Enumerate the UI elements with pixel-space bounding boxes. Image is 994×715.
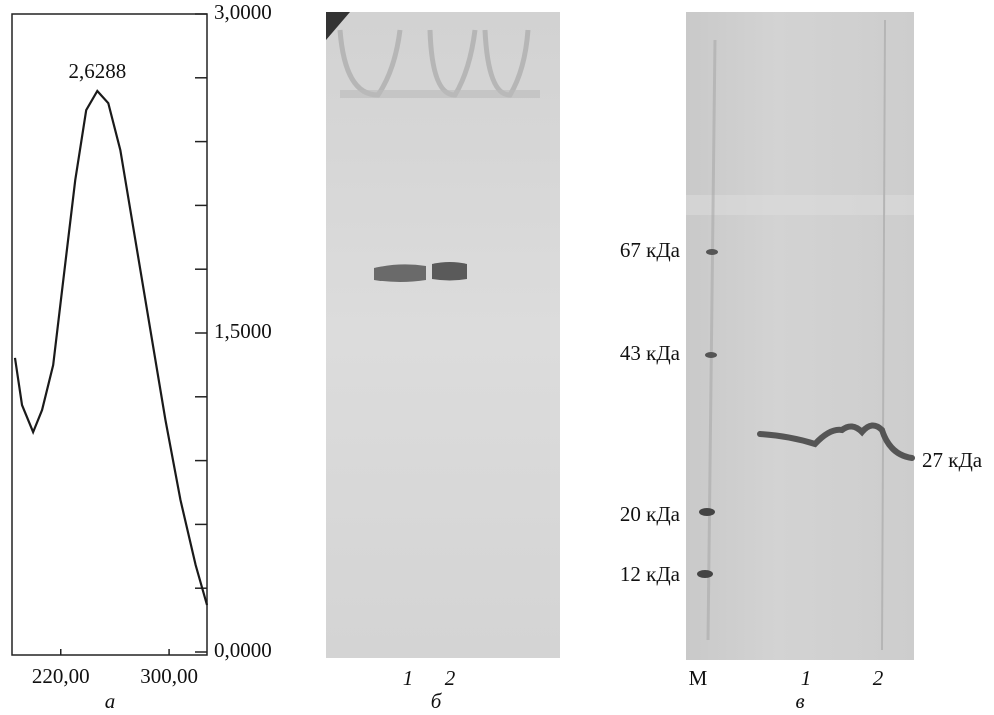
gel [326,12,560,658]
lane-label: 1 [403,666,414,690]
x-tick-label: 220,00 [32,664,90,688]
spectrum: 0,0000 1,5000 3,0000 220,00 300,00 2,6288 [13,0,272,688]
band-label: 27 кДа [922,448,983,472]
caption: б [431,689,443,713]
marker-label: 20 кДа [620,502,681,526]
marker-band [697,570,713,578]
plot-frame [11,13,208,656]
lane-label: M [689,666,708,690]
y-tick-label: 1,5000 [214,319,272,343]
marker-band [699,508,715,516]
y-tick-label: 0,0000 [214,638,272,662]
spectrum-line [13,89,209,606]
well-line [340,90,540,98]
band [374,264,426,282]
lane-label: 1 [801,666,812,690]
gel-stripe [686,195,914,215]
x-tick-label: 300,00 [140,664,198,688]
peak-label: 2,6288 [68,59,126,83]
marker-band [706,249,718,255]
y-tick-label: 3,0000 [214,0,272,24]
lane-label: 2 [873,666,884,690]
marker-label: 12 кДа [620,562,681,586]
lane-edge [706,39,717,641]
band [432,262,467,281]
marker-label: 43 кДа [620,341,681,365]
corner [326,12,350,40]
lane-label: 2 [445,666,456,690]
marker-label: 67 кДа [620,238,681,262]
marker-band [705,352,717,358]
gel [686,12,914,660]
band [757,422,915,461]
gel-c [686,12,915,660]
caption: а [105,689,116,713]
lane-edge [881,19,886,651]
caption: в [795,689,804,713]
gel-b [326,12,560,658]
